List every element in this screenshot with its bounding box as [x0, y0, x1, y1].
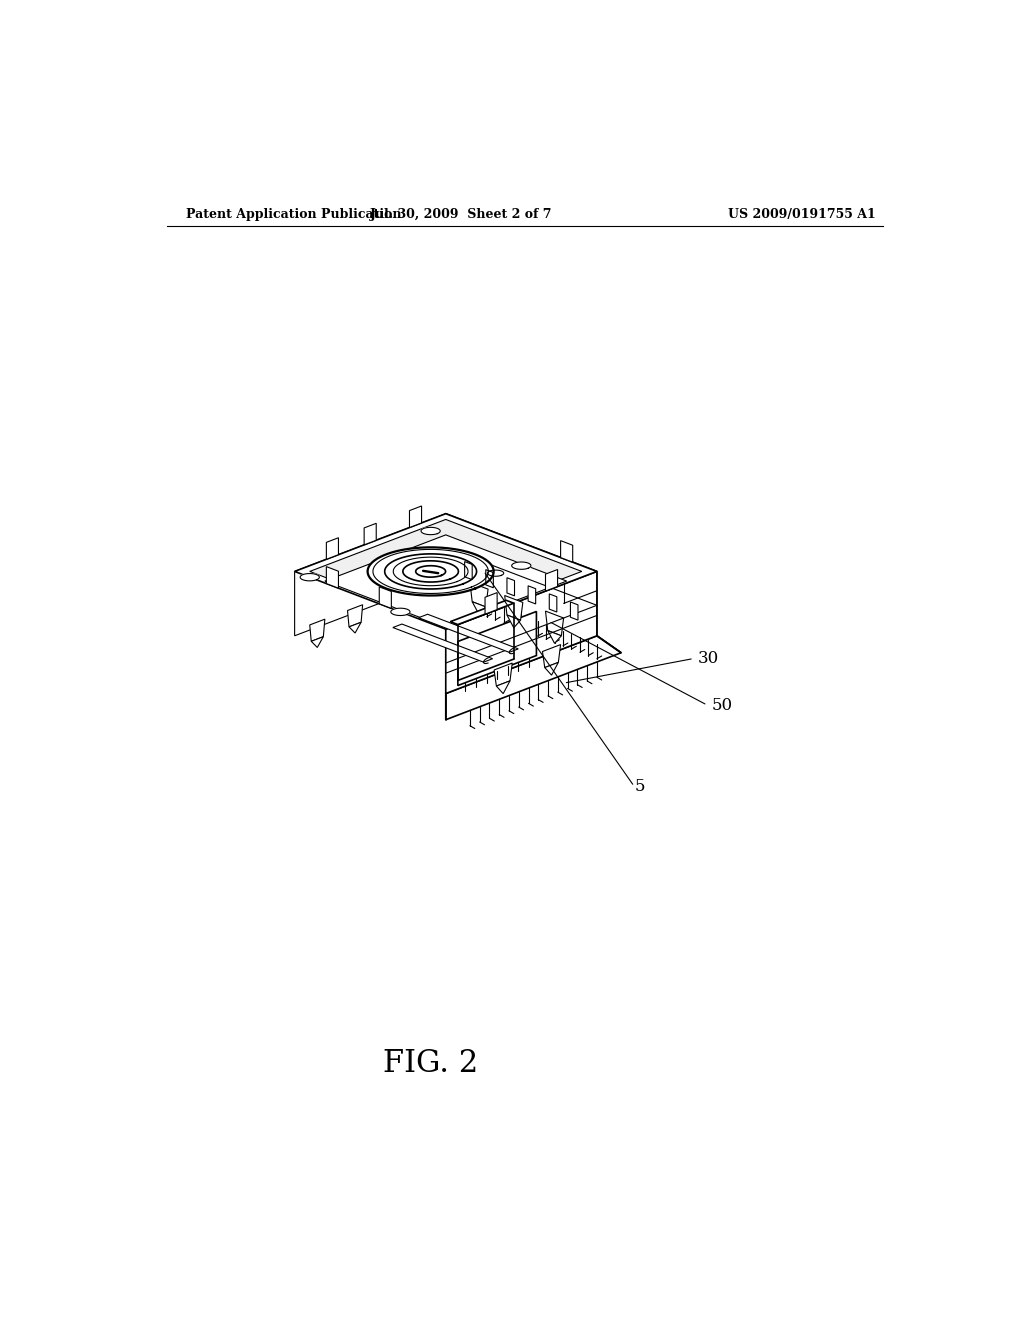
Polygon shape	[393, 557, 468, 586]
Text: FIG. 2: FIG. 2	[383, 1048, 478, 1078]
Polygon shape	[507, 615, 520, 628]
Polygon shape	[465, 561, 472, 579]
Text: US 2009/0191755 A1: US 2009/0191755 A1	[728, 209, 877, 222]
Polygon shape	[327, 566, 339, 589]
Polygon shape	[327, 537, 339, 560]
Text: 30: 30	[697, 649, 719, 667]
Polygon shape	[421, 527, 440, 535]
Polygon shape	[470, 582, 488, 607]
Polygon shape	[416, 566, 445, 577]
Polygon shape	[445, 578, 621, 653]
Polygon shape	[507, 578, 514, 595]
Polygon shape	[373, 549, 488, 594]
Polygon shape	[368, 548, 494, 595]
Polygon shape	[410, 506, 422, 528]
Polygon shape	[379, 587, 391, 609]
Polygon shape	[402, 602, 414, 612]
Polygon shape	[391, 609, 410, 615]
Polygon shape	[546, 569, 558, 591]
Polygon shape	[295, 513, 445, 636]
Polygon shape	[325, 535, 566, 627]
Polygon shape	[311, 636, 324, 648]
Polygon shape	[485, 593, 497, 614]
Polygon shape	[309, 520, 582, 623]
Polygon shape	[546, 611, 563, 636]
Text: Jul. 30, 2009  Sheet 2 of 7: Jul. 30, 2009 Sheet 2 of 7	[370, 209, 553, 222]
Text: 50: 50	[712, 697, 732, 714]
Polygon shape	[393, 624, 493, 663]
Polygon shape	[548, 631, 561, 643]
Polygon shape	[549, 594, 557, 612]
Polygon shape	[445, 572, 597, 693]
Polygon shape	[385, 554, 476, 589]
Polygon shape	[365, 523, 376, 545]
Polygon shape	[487, 570, 504, 577]
Polygon shape	[505, 595, 523, 620]
Polygon shape	[528, 586, 536, 605]
Polygon shape	[458, 611, 537, 685]
Polygon shape	[472, 602, 485, 615]
Polygon shape	[570, 602, 578, 620]
Polygon shape	[560, 541, 572, 562]
Polygon shape	[309, 619, 325, 642]
Polygon shape	[419, 614, 518, 652]
Polygon shape	[400, 585, 416, 607]
Polygon shape	[543, 644, 560, 668]
Polygon shape	[300, 573, 319, 581]
Polygon shape	[495, 663, 512, 686]
Polygon shape	[485, 570, 494, 587]
Polygon shape	[451, 601, 514, 624]
Polygon shape	[445, 513, 597, 636]
Polygon shape	[349, 622, 361, 634]
Polygon shape	[295, 513, 597, 630]
Text: 5: 5	[634, 777, 645, 795]
Polygon shape	[402, 561, 459, 582]
Polygon shape	[545, 663, 558, 675]
Polygon shape	[347, 605, 362, 627]
Text: Patent Application Publication: Patent Application Publication	[186, 209, 401, 222]
Polygon shape	[512, 562, 530, 569]
Polygon shape	[497, 681, 510, 693]
Polygon shape	[445, 636, 621, 719]
